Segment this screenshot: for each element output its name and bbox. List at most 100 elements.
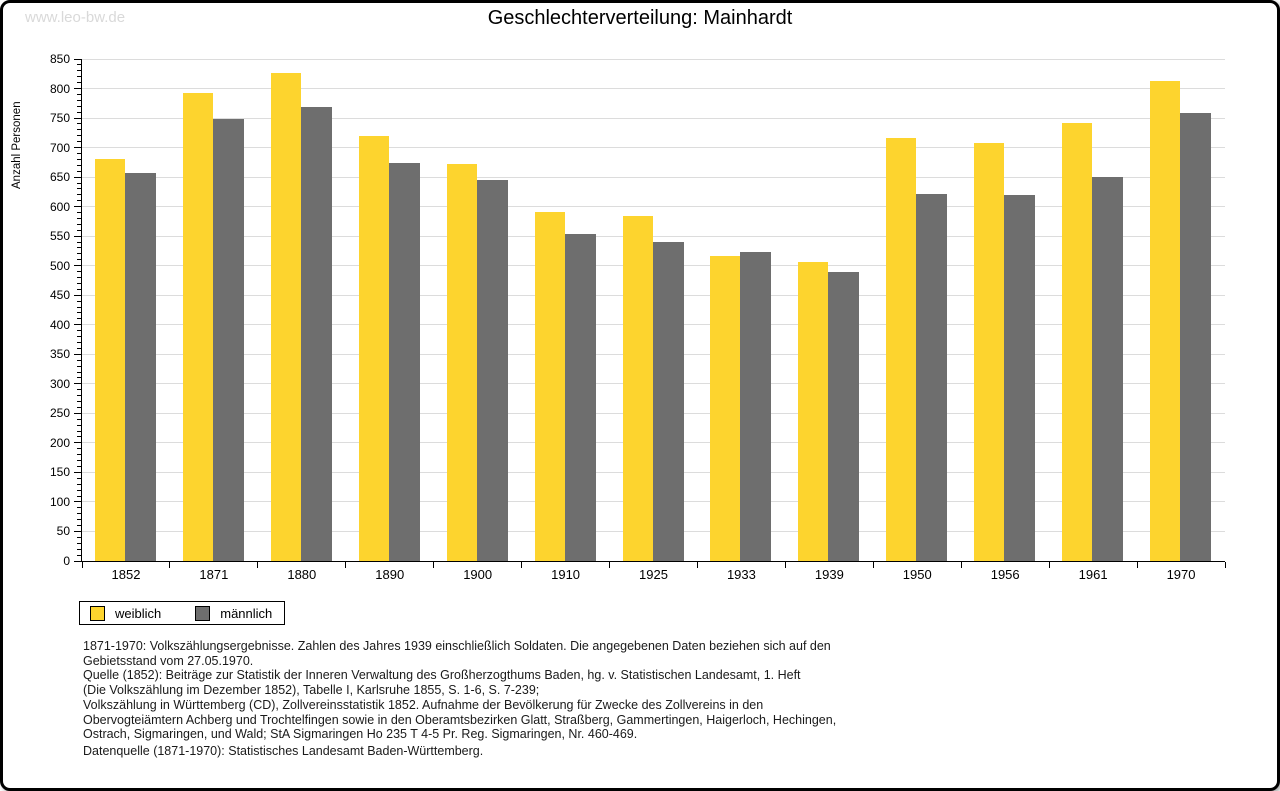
x-category-label-1880: 1880	[287, 567, 317, 582]
y-minor-tick	[77, 371, 81, 373]
y-major-tick	[74, 88, 81, 90]
x-category-label-1910: 1910	[551, 567, 581, 582]
y-minor-tick	[77, 436, 81, 438]
x-boundary-tick	[784, 562, 786, 568]
x-category-label-1970: 1970	[1166, 567, 1196, 582]
x-boundary-tick	[1224, 562, 1226, 568]
legend: weiblich männlich	[79, 601, 286, 625]
y-minor-tick	[77, 359, 81, 361]
y-minor-tick	[77, 170, 81, 172]
y-minor-tick	[77, 247, 81, 249]
y-major-tick	[74, 235, 81, 237]
y-minor-tick	[77, 460, 81, 462]
y-minor-tick	[77, 448, 81, 450]
y-minor-tick	[77, 141, 81, 143]
source-note-line: 1871-1970: Volkszählungsergebnisse. Zahl…	[83, 639, 831, 653]
source-note-line: Gebietsstand vom 27.05.1970.	[83, 653, 254, 668]
source-notes: 1871-1970: Volkszählungsergebnisse. Zahl…	[83, 639, 1203, 742]
y-minor-tick	[77, 489, 81, 491]
y-minor-tick	[77, 129, 81, 131]
y-major-tick	[74, 176, 81, 178]
y-major-tick	[74, 147, 81, 149]
y-minor-tick	[77, 164, 81, 166]
bar-maennlich-1956	[1004, 195, 1036, 561]
bar-weiblich-1900	[446, 163, 477, 561]
y-tick-label-650: 650	[49, 170, 70, 185]
y-tick-label-300: 300	[49, 376, 70, 391]
y-minor-tick	[77, 111, 81, 113]
bar-maennlich-1925	[652, 241, 684, 561]
y-minor-tick	[77, 188, 81, 190]
y-minor-tick	[77, 282, 81, 284]
x-category-label-1939: 1939	[814, 567, 844, 582]
y-tick-label-850: 850	[49, 52, 70, 66]
y-minor-tick	[77, 194, 81, 196]
y-tick-label-100: 100	[49, 494, 70, 509]
y-minor-tick	[77, 336, 81, 338]
bar-maennlich-1970	[1180, 113, 1212, 561]
weiblich-swatch-icon	[90, 605, 105, 621]
maennlich-swatch-icon	[195, 605, 211, 621]
plot-area: 0 50 100 150 200 250 300 350 400 450 500 550 600 650 7…	[50, 52, 1226, 582]
bar-maennlich-1900	[476, 180, 508, 561]
y-major-tick	[74, 530, 81, 532]
y-tick-label-400: 400	[49, 317, 70, 332]
bar-weiblich-1970	[1150, 81, 1181, 561]
y-tick-label-250: 250	[49, 406, 70, 421]
chart-title: Geschlechterverteilung: Mainhardt	[487, 7, 793, 29]
bar-weiblich-1961	[1062, 123, 1093, 561]
y-minor-tick	[77, 241, 81, 243]
gridline-y-750	[82, 117, 1225, 119]
y-minor-tick	[77, 347, 81, 349]
gridline-y-800	[82, 88, 1225, 90]
y-minor-tick	[77, 123, 81, 125]
x-category-label-1900: 1900	[463, 567, 493, 582]
legend-label-weiblich: weiblich	[115, 605, 162, 621]
y-major-tick	[74, 560, 81, 562]
bar-weiblich-1956	[974, 143, 1005, 561]
y-minor-tick	[77, 554, 81, 556]
bar-maennlich-1950	[916, 193, 948, 561]
y-minor-tick	[77, 365, 81, 367]
y-major-tick	[74, 471, 81, 473]
y-minor-tick	[77, 182, 81, 184]
y-minor-tick	[77, 424, 81, 426]
bar-weiblich-1880	[270, 73, 301, 561]
y-major-tick	[74, 206, 81, 208]
legend-label-maennlich: männlich	[220, 605, 273, 621]
gridline-y-600	[82, 206, 1225, 208]
y-tick-label-550: 550	[49, 229, 70, 244]
y-minor-tick	[77, 341, 81, 343]
y-tick-label-700: 700	[49, 140, 70, 155]
bar-maennlich-1852	[125, 172, 156, 561]
x-boundary-tick	[521, 562, 523, 568]
y-minor-tick	[77, 377, 81, 379]
x-boundary-tick	[169, 562, 171, 568]
x-boundary-tick	[872, 562, 874, 568]
gridline-y-650	[82, 176, 1225, 178]
y-minor-tick	[77, 406, 81, 408]
bar-weiblich-1933	[710, 256, 741, 561]
y-minor-tick	[77, 542, 81, 544]
bar-maennlich-1880	[300, 107, 332, 561]
datasource-note: Datenquelle (1871-1970): Statistisches L…	[83, 744, 484, 758]
x-category-label-1925: 1925	[639, 567, 668, 582]
y-tick-label-200: 200	[49, 435, 70, 450]
x-category-label-1871: 1871	[199, 567, 229, 582]
y-minor-tick	[77, 158, 81, 160]
y-minor-tick	[77, 259, 81, 261]
y-tick-label-0: 0	[63, 554, 70, 568]
y-minor-tick	[77, 312, 81, 314]
y-minor-tick	[77, 200, 81, 202]
x-category-label-1950: 1950	[902, 567, 932, 582]
bar-maennlich-1933	[740, 252, 772, 561]
bar-weiblich-1910	[534, 211, 565, 561]
y-minor-tick	[77, 70, 81, 72]
x-boundary-tick	[345, 562, 347, 568]
source-note-line: Obervogteiämtern Achberg und Trochtelfin…	[83, 712, 837, 727]
gridline-y-850	[82, 58, 1225, 60]
x-category-label-1961: 1961	[1078, 567, 1108, 582]
y-minor-tick	[77, 483, 81, 485]
y-minor-tick	[77, 105, 81, 107]
